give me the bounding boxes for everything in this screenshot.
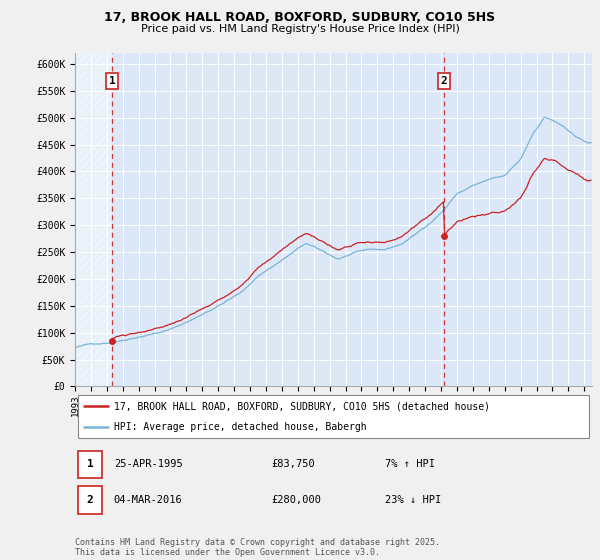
Text: £280,000: £280,000 xyxy=(272,495,322,505)
FancyBboxPatch shape xyxy=(77,395,589,438)
FancyBboxPatch shape xyxy=(77,451,103,478)
Text: 23% ↓ HPI: 23% ↓ HPI xyxy=(385,495,442,505)
Text: 1: 1 xyxy=(86,459,94,469)
Text: 25-APR-1995: 25-APR-1995 xyxy=(114,459,182,469)
Text: 2: 2 xyxy=(440,76,447,86)
FancyBboxPatch shape xyxy=(77,487,103,514)
Text: Contains HM Land Registry data © Crown copyright and database right 2025.
This d: Contains HM Land Registry data © Crown c… xyxy=(75,538,440,557)
Text: 17, BROOK HALL ROAD, BOXFORD, SUDBURY, CO10 5HS (detached house): 17, BROOK HALL ROAD, BOXFORD, SUDBURY, C… xyxy=(114,401,490,411)
Text: 7% ↑ HPI: 7% ↑ HPI xyxy=(385,459,436,469)
Text: HPI: Average price, detached house, Babergh: HPI: Average price, detached house, Babe… xyxy=(114,422,367,432)
Text: 17, BROOK HALL ROAD, BOXFORD, SUDBURY, CO10 5HS: 17, BROOK HALL ROAD, BOXFORD, SUDBURY, C… xyxy=(104,11,496,24)
Text: £83,750: £83,750 xyxy=(272,459,315,469)
Text: 2: 2 xyxy=(86,495,94,505)
Text: 04-MAR-2016: 04-MAR-2016 xyxy=(114,495,182,505)
Text: 1: 1 xyxy=(109,76,115,86)
Text: Price paid vs. HM Land Registry's House Price Index (HPI): Price paid vs. HM Land Registry's House … xyxy=(140,24,460,34)
